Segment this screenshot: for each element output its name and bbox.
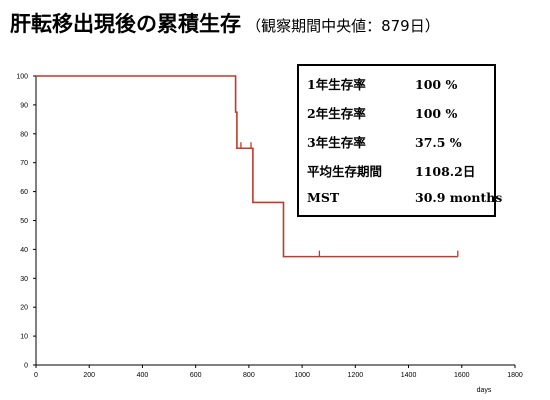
x-tick-label: 200 [83,372,95,379]
y-tick-label: 0 [24,363,28,370]
stats-value: 1108.2日 [415,164,476,179]
y-tick-label: 90 [20,102,28,109]
y-tick-label: 70 [20,160,28,167]
stats-value: 30.9 months [415,190,503,205]
x-tick-label: 0 [34,372,38,379]
y-tick-label: 10 [20,334,28,341]
stats-row: 平均生存期間 1108.2日 [307,161,475,180]
stats-label: 2年生存率 [307,106,366,121]
y-tick-label: 30 [20,276,28,283]
y-tick-label: 20 [20,305,28,312]
stats-label: MST [307,190,340,205]
x-tick-label: 800 [243,372,255,379]
y-tick-label: 40 [20,247,28,254]
stats-row: MST 30.9 months [307,190,502,205]
x-tick-label: 400 [137,372,149,379]
stats-box: 1年生存率 100 % 2年生存率 100 % 3年生存率 37.5 % 平均生存期間… [297,64,502,217]
stats-row: 3年生存率 37.5 % [307,132,462,151]
survival-curve [36,75,458,258]
x-tick-label: 1400 [401,372,417,379]
stats-row: 2年生存率 100 % [307,103,457,122]
title-subtitle: （観察期間中央値：879日） [246,17,440,35]
y-tick-label: 50 [20,218,28,225]
stats-label: 1年生存率 [307,77,366,92]
x-tick-label: 1000 [294,372,310,379]
y-tick-label: 80 [20,131,28,138]
x-tick-label: 1200 [348,372,364,379]
x-tick-label: 1800 [507,372,523,379]
chart-title: 肝転移出現後の累積生存 （観察期間中央値：879日） [10,8,440,38]
stats-row: 1年生存率 100 % [307,74,457,93]
title-main: 肝転移出現後の累積生存 [10,12,241,36]
y-tick-label: 60 [20,189,28,196]
x-tick-label: 600 [190,372,202,379]
stats-value: 100 % [415,106,458,121]
stats-label: 平均生存期間 [307,164,383,179]
x-tick-label: 1600 [454,372,470,379]
stats-value: 100 % [415,77,458,92]
x-axis-label: days [477,387,492,394]
stats-value: 37.5 % [415,135,462,150]
stats-label: 3年生存率 [307,135,366,150]
y-tick-label: 100 [16,74,28,81]
